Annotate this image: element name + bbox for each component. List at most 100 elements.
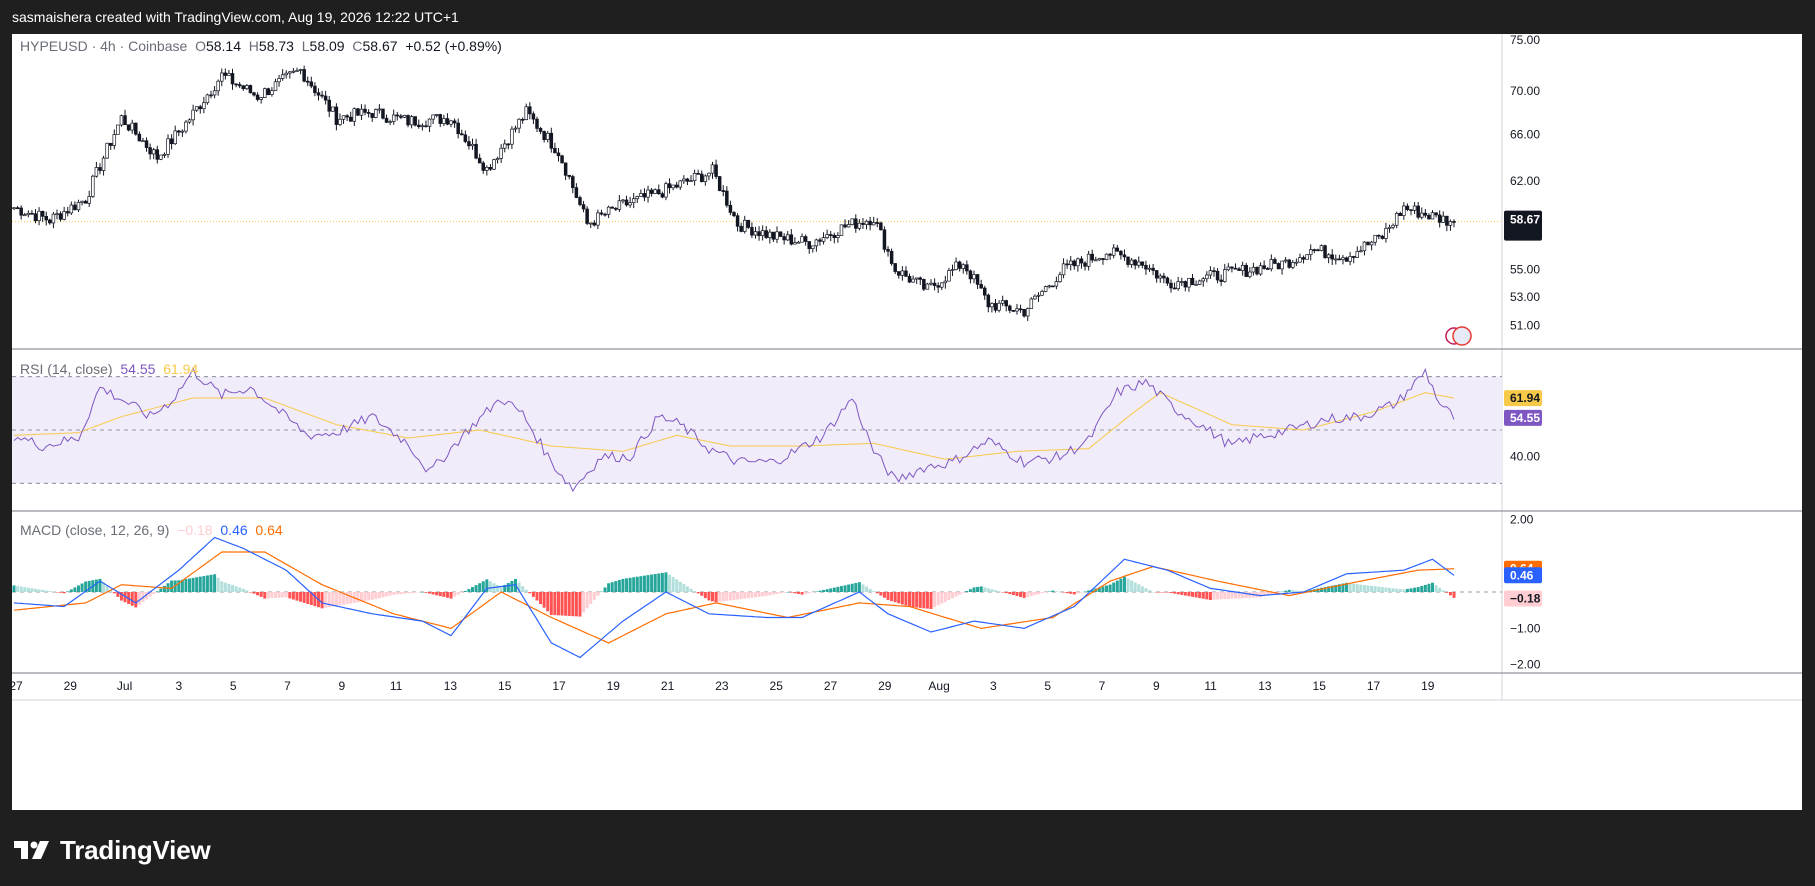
- histogram-bar: [929, 592, 933, 610]
- histogram-bar: [184, 579, 188, 592]
- candle: [173, 125, 177, 146]
- candle-body: [1308, 249, 1313, 256]
- us-flag-icon: [1452, 326, 1472, 346]
- candle: [513, 125, 518, 133]
- histogram-bar: [779, 592, 783, 594]
- candle-body: [753, 231, 758, 236]
- candle-body: [832, 234, 837, 239]
- candle-body: [904, 270, 908, 277]
- candle-body: [230, 73, 235, 85]
- histogram-bar: [1402, 589, 1406, 592]
- candle: [1201, 277, 1206, 287]
- histogram-bar: [1072, 592, 1076, 595]
- candle: [1334, 254, 1338, 265]
- candle: [957, 260, 962, 272]
- histogram-bar: [725, 592, 729, 601]
- candle-body: [1137, 261, 1141, 266]
- histogram-bar: [882, 592, 886, 598]
- histogram-bar: [818, 590, 822, 592]
- candle-body: [1434, 212, 1438, 216]
- candle: [596, 209, 600, 230]
- candle: [735, 213, 740, 232]
- histogram-bar: [574, 592, 578, 617]
- candle-body: [162, 153, 167, 156]
- rsi-label[interactable]: RSI (14, close): [20, 361, 113, 377]
- histogram-bar: [402, 592, 406, 594]
- histogram-bar: [764, 592, 768, 596]
- candle: [266, 87, 271, 96]
- rsi-line: [13, 366, 1455, 493]
- histogram-bar: [331, 592, 335, 607]
- histogram-bar: [796, 592, 800, 594]
- tradingview-logo: TradingView: [14, 835, 211, 865]
- histogram-bar: [1287, 589, 1291, 592]
- histogram-bar: [822, 589, 826, 592]
- candle: [553, 142, 557, 154]
- candle: [1287, 258, 1291, 269]
- histogram-bar: [599, 591, 603, 593]
- histogram-bar: [1441, 590, 1445, 592]
- candle-body: [134, 122, 138, 135]
- histogram-bar: [1047, 591, 1051, 593]
- candle: [886, 246, 890, 257]
- candle-body: [1022, 309, 1026, 317]
- histogram-bar: [338, 592, 342, 606]
- histogram-bar: [496, 585, 500, 592]
- histogram-bar: [234, 586, 238, 592]
- symbol-label[interactable]: HYPEUSD · 4h · Coinbase: [20, 38, 188, 54]
- candle: [1115, 244, 1120, 252]
- rsi-badge-value: 54.55: [1510, 411, 1540, 425]
- candle: [445, 113, 450, 126]
- candle: [51, 211, 56, 229]
- candle-body: [1169, 282, 1173, 289]
- histogram-bar: [682, 584, 686, 592]
- candle-body: [1319, 245, 1324, 251]
- histogram-bar: [1169, 592, 1173, 593]
- candle-body: [62, 211, 66, 220]
- candle: [1172, 282, 1177, 290]
- macd-label[interactable]: MACD (close, 12, 26, 9): [20, 522, 170, 538]
- candle: [1058, 271, 1062, 283]
- candle: [997, 300, 1001, 313]
- header-text: sasmaishera created with TradingView.com…: [12, 9, 459, 25]
- candle-body: [875, 222, 880, 224]
- histogram-bar: [98, 578, 102, 592]
- histogram-bar: [1205, 592, 1209, 600]
- candle: [1280, 260, 1284, 275]
- candle-body: [571, 176, 575, 188]
- candle: [542, 130, 546, 143]
- histogram-bar: [374, 592, 378, 600]
- candle-body: [1083, 262, 1087, 267]
- time-tick-label: Aug: [928, 679, 949, 693]
- candle-body: [94, 167, 99, 177]
- candle: [1040, 289, 1044, 296]
- time-tick-label: 19: [607, 679, 621, 693]
- histogram-bar: [116, 592, 120, 597]
- histogram-bar: [886, 592, 890, 600]
- candle-body: [191, 109, 195, 121]
- candle: [868, 216, 872, 231]
- candle: [1437, 210, 1442, 228]
- candle: [1047, 284, 1051, 289]
- candle-body: [1222, 269, 1227, 282]
- candle-body: [821, 237, 826, 242]
- candle-body: [639, 193, 643, 197]
- chart-canvas[interactable]: 75.00 70.00 66.00 62.00 55.00 53.00 51.00 58.67…: [12, 34, 1802, 810]
- candle: [126, 124, 131, 132]
- candle: [574, 183, 579, 199]
- candle: [535, 116, 539, 133]
- candle: [1140, 261, 1145, 269]
- histogram-bar: [700, 592, 704, 596]
- time-tick-label: 11: [1204, 679, 1217, 693]
- histogram-bar: [646, 575, 650, 592]
- candle-body: [1212, 270, 1216, 272]
- candle-body: [424, 125, 428, 128]
- candle: [746, 219, 751, 229]
- candle-body: [549, 132, 554, 149]
- candle: [220, 68, 224, 87]
- histogram-bar: [1241, 592, 1245, 599]
- histogram-bar: [922, 592, 926, 609]
- candle-body: [248, 85, 253, 94]
- candle-body: [137, 133, 142, 142]
- chart-area[interactable]: 75.00 70.00 66.00 62.00 55.00 53.00 51.00 58.67…: [12, 34, 1802, 810]
